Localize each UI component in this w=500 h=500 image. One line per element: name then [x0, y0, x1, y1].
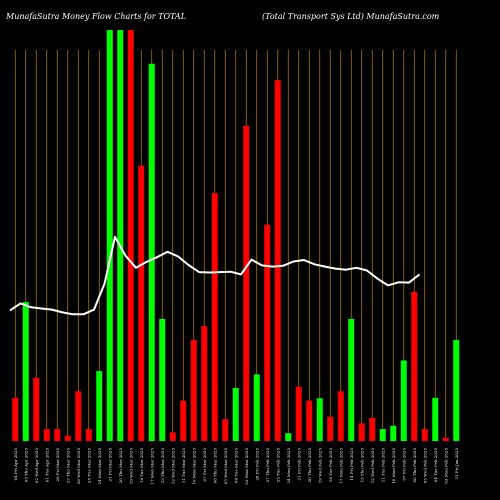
x-tick-label: 05 Wed Feb 2025 — [422, 448, 427, 484]
x-tick-label: 18 Tue Feb 2025 — [328, 448, 333, 483]
x-tick-label: 07 Fri Feb 2025 — [401, 448, 406, 481]
x-tick-label: 20 Thu Mar 2025 — [118, 448, 123, 484]
x-tick-label: 14 Fri Feb 2025 — [349, 448, 354, 481]
money-flow-bar — [453, 339, 460, 441]
x-tick-label: 19 Wed Mar 2025 — [128, 448, 133, 485]
x-tick-label: 18 Tue Mar 2025 — [139, 448, 144, 484]
money-flow-bar — [75, 391, 82, 441]
x-tick-label: 06 Thu Feb 2025 — [412, 448, 417, 483]
x-tick-label: 27 Thu Feb 2025 — [265, 448, 270, 483]
money-flow-bar — [138, 165, 145, 441]
money-flow-bar — [379, 429, 386, 441]
money-flow-bar — [369, 417, 376, 441]
money-flow-bar — [169, 432, 176, 441]
money-flow-bar — [348, 318, 355, 441]
x-axis-tick-labels: 04 Fri Apr 2025 03 Thu Apr 2025 02 Wed Apr… — [13, 448, 459, 485]
money-flow-bar — [180, 400, 187, 441]
money-flow-bar — [390, 425, 397, 441]
money-flow-bar — [33, 377, 40, 441]
x-tick-label: 05 Wed Mar 2025 — [223, 448, 228, 485]
money-flow-bar — [201, 325, 208, 441]
x-tick-label: 24 Mon Mar 2025 — [97, 448, 102, 485]
x-tick-label: 07 Fri Mar 2025 — [202, 448, 207, 482]
x-tick-label: 17 Mon Feb 2025 — [338, 448, 343, 484]
x-tick-label: 27 Thu Mar 2025 — [65, 448, 70, 484]
x-tick-label: 13 Thu Mar 2025 — [160, 448, 165, 484]
money-flow-bar — [54, 429, 61, 441]
x-tick-label: 03 Thu Apr 2025 — [23, 448, 28, 483]
x-tick-label: 01 Tue Apr 2025 — [44, 448, 49, 483]
x-tick-label: 26 Wed Mar 2025 — [76, 448, 81, 485]
money-flow-bar — [232, 387, 239, 441]
x-tick-label: 21 Fri Feb 2025 — [296, 448, 301, 481]
x-tick-label: 17 Mon Mar 2025 — [149, 448, 154, 485]
money-flow-bar — [337, 391, 344, 441]
x-tick-label: 03 Mon Mar 2025 — [244, 448, 249, 485]
money-flow-bar — [127, 30, 134, 441]
money-flow-bars — [12, 30, 460, 442]
x-tick-label: 25 Tue Feb 2025 — [275, 448, 280, 483]
x-tick-label: 04 Fri Apr 2025 — [13, 448, 18, 481]
x-tick-label: 04 Tue Mar 2025 — [233, 448, 238, 484]
money-flow-bar — [64, 435, 71, 441]
money-flow-bar — [442, 437, 449, 441]
money-flow-bar — [22, 302, 29, 441]
money-flow-bar — [159, 318, 166, 441]
x-tick-label: 10 Mon Mar 2025 — [191, 448, 196, 485]
money-flow-bar — [274, 80, 281, 441]
money-flow-bar — [411, 291, 418, 441]
x-tick-label: 20 Thu Feb 2025 — [307, 448, 312, 483]
x-tick-label: 24 Mon Feb 2025 — [286, 448, 291, 484]
x-tick-label: 28 Fri Mar 2025 — [55, 448, 60, 482]
price-line — [9, 235, 421, 316]
x-tick-label: 03 Mon Feb 2025 — [443, 448, 448, 484]
money-flow-bar — [117, 30, 124, 441]
money-flow-bar — [358, 423, 365, 441]
x-tick-label: 04 Tue Feb 2025 — [433, 448, 438, 483]
money-flow-bar — [327, 416, 334, 441]
x-tick-label: 28 Fri Feb 2025 — [254, 448, 259, 481]
x-tick-label: 11 Tue Feb 2025 — [380, 448, 385, 483]
x-tick-label: 12 Wed Feb 2025 — [370, 448, 375, 484]
x-tick-label: 13 Thu Feb 2025 — [359, 448, 364, 483]
money-flow-bar — [285, 433, 292, 441]
money-flow-bar — [432, 397, 439, 441]
money-flow-bar — [96, 371, 103, 441]
money-flow-bar — [106, 30, 113, 441]
x-tick-label: 10 Mon Feb 2025 — [391, 448, 396, 484]
money-flow-bar — [43, 429, 50, 441]
money-flow-bar — [316, 398, 323, 441]
money-flow-bar — [306, 400, 313, 441]
money-flow-bar — [253, 374, 260, 441]
money-flow-bar — [85, 429, 92, 441]
x-tick-label: 02 Wed Apr 2025 — [34, 448, 39, 484]
price-line-layer — [9, 235, 421, 316]
money-flow-bar — [264, 224, 271, 441]
money-flow-bar — [243, 125, 250, 441]
money-flow-bar — [211, 193, 218, 441]
x-tick-label: 25 Tue Mar 2025 — [86, 448, 91, 484]
x-tick-label: 21 Fri Mar 2025 — [107, 448, 112, 482]
money-flow-bar — [148, 63, 155, 442]
x-tick-label: 12 Wed Mar 2025 — [170, 448, 175, 485]
money-flow-bar — [222, 419, 229, 441]
x-tick-label: 31 Fri Jan 2025 — [454, 448, 459, 480]
money-flow-bar — [400, 360, 407, 441]
money-flow-bar — [421, 429, 428, 441]
x-tick-label: 19 Wed Feb 2025 — [317, 448, 322, 484]
chart-title: MunafaSutra Money Flow Charts for TOTAL — [5, 12, 186, 21]
money-flow-bar — [190, 339, 197, 441]
chart-subtitle: (Total Transport Sys Ltd) MunafaSutra.co… — [262, 12, 440, 21]
money-flow-bar — [12, 397, 19, 441]
x-tick-label: 06 Thu Mar 2025 — [212, 448, 217, 484]
x-tick-label: 11 Tue Mar 2025 — [181, 448, 186, 484]
money-flow-bar — [295, 386, 302, 441]
